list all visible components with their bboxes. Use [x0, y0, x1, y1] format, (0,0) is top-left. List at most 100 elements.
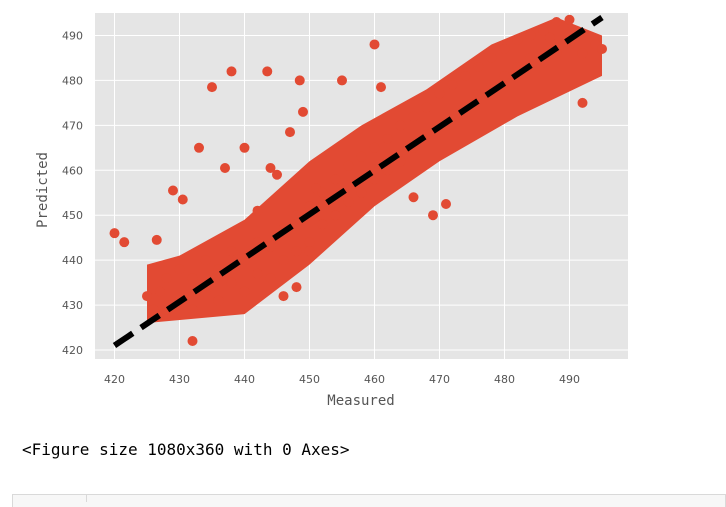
y-tick-labels: 420 430 440 450 460 470 480 490 [62, 29, 83, 357]
data-points [109, 14, 607, 347]
data-point [564, 14, 575, 25]
data-point [239, 286, 250, 297]
data-point [473, 61, 484, 72]
data-point [109, 228, 120, 239]
data-point [155, 286, 165, 297]
data-point [447, 79, 458, 90]
data-point [441, 198, 451, 209]
next-notebook-cell[interactable] [12, 494, 726, 507]
data-point [265, 241, 276, 252]
x-tick-label: 480 [494, 373, 515, 386]
data-point [382, 133, 393, 144]
data-point [200, 255, 211, 266]
x-tick-label: 470 [429, 373, 450, 386]
data-point [408, 192, 419, 203]
data-point [434, 88, 445, 99]
x-tick-label: 430 [169, 373, 190, 386]
data-point [252, 268, 263, 279]
data-point [239, 142, 250, 153]
data-point [330, 174, 341, 185]
data-point [252, 205, 263, 216]
data-point [317, 219, 328, 230]
data-point [213, 295, 224, 306]
x-tick-labels: 420 430 440 450 460 470 480 490 [104, 373, 580, 386]
data-point [486, 52, 497, 63]
y-tick-label: 430 [62, 299, 83, 312]
y-tick-label: 440 [62, 254, 83, 267]
data-point [226, 246, 237, 257]
x-tick-label: 450 [299, 373, 320, 386]
data-point [512, 34, 523, 45]
y-tick-label: 450 [62, 209, 83, 222]
data-point [278, 255, 289, 266]
data-point [161, 273, 172, 284]
data-point [265, 163, 276, 174]
data-point [262, 66, 273, 77]
data-point [525, 30, 536, 41]
data-point [174, 264, 185, 275]
data-point [187, 273, 198, 284]
reference-line [112, 15, 604, 349]
data-point [499, 43, 510, 54]
next-cell-prompt-divider [86, 494, 87, 502]
data-point [304, 237, 315, 248]
data-point [226, 277, 237, 288]
scatter-chart: 420 430 440 450 460 470 480 490 420 430 440 450 460… [35, 13, 628, 409]
data-point [304, 201, 315, 212]
data-point [473, 88, 484, 99]
x-tick-label: 440 [234, 373, 255, 386]
data-point [294, 75, 305, 86]
data-point [577, 48, 588, 59]
data-point [148, 304, 159, 315]
data-point [177, 194, 188, 205]
data-point [194, 142, 204, 153]
data-point [551, 16, 562, 27]
data-point [337, 75, 347, 86]
x-axis-label: Measured [327, 393, 394, 409]
data-point [460, 70, 471, 81]
x-tick-label: 460 [364, 373, 385, 386]
data-point [285, 127, 295, 138]
data-point [220, 163, 230, 174]
data-point [291, 282, 302, 293]
data-point [207, 82, 217, 93]
data-point [395, 120, 406, 131]
data-point [239, 255, 250, 266]
data-point [525, 52, 536, 63]
data-point [382, 165, 393, 176]
figure-size-output: <Figure size 1080x360 with 0 Axes> [22, 440, 350, 459]
data-point [428, 210, 438, 221]
y-axis-label: Predicted [35, 152, 51, 228]
x-tick-label: 420 [104, 373, 125, 386]
data-point [187, 304, 198, 315]
data-point [376, 82, 386, 93]
data-point [421, 102, 432, 113]
y-tick-label: 490 [62, 29, 83, 42]
data-point [408, 111, 419, 122]
data-point [298, 106, 308, 117]
data-point [369, 142, 380, 153]
data-point [142, 291, 152, 302]
data-point [291, 246, 302, 257]
data-point [369, 174, 380, 185]
y-tick-label: 420 [62, 344, 83, 357]
data-point [265, 273, 276, 284]
data-point [597, 43, 607, 54]
data-point [330, 210, 341, 221]
data-point [317, 187, 328, 198]
data-point [226, 66, 237, 77]
data-point [291, 210, 302, 221]
data-point [119, 237, 130, 248]
data-point [272, 169, 282, 180]
data-point [356, 151, 367, 162]
data-point [187, 336, 198, 347]
y-tick-label: 460 [62, 164, 83, 177]
data-point [369, 39, 380, 50]
data-point [304, 246, 315, 257]
data-point [278, 291, 289, 302]
y-tick-label: 480 [62, 74, 83, 87]
data-point [538, 25, 549, 36]
y-tick-label: 470 [62, 119, 83, 132]
data-point [343, 196, 354, 207]
data-point [168, 185, 178, 196]
